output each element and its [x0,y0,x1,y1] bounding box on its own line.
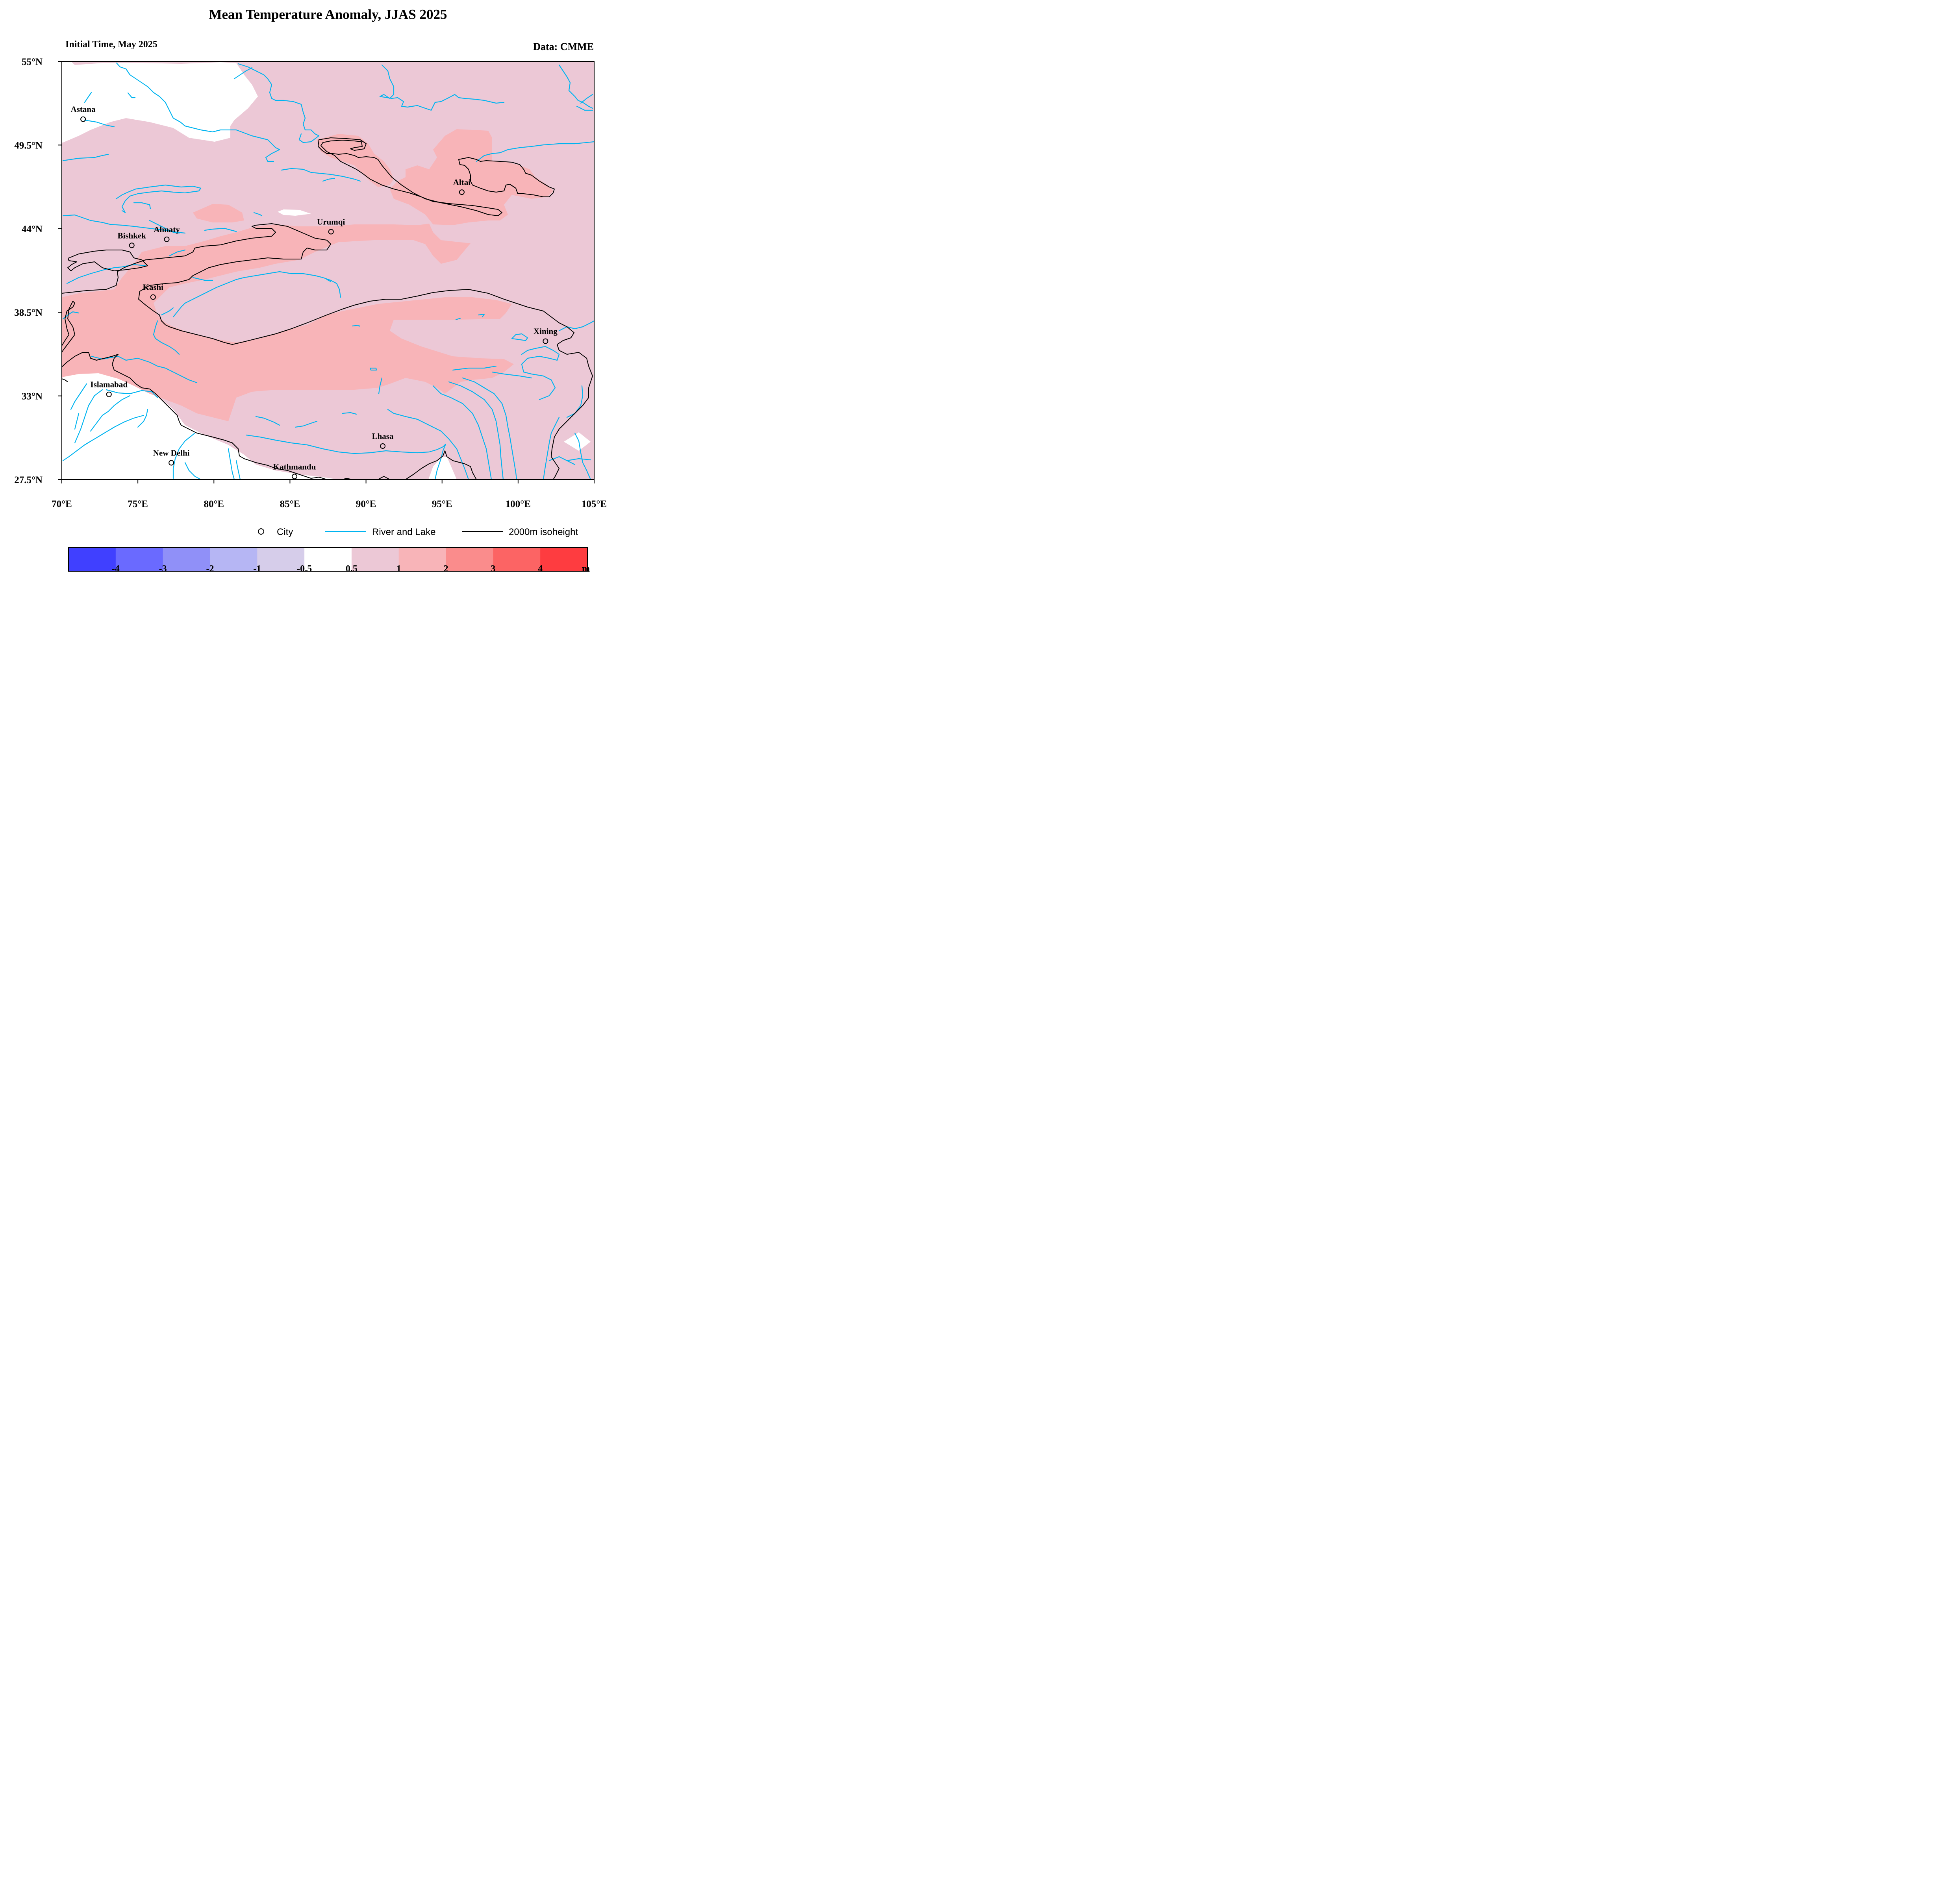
city-marker [80,116,86,122]
river-legend-label: River and Lake [372,527,435,537]
axis-ticks [58,61,595,483]
colorbar-segment [446,548,493,571]
x-tick-label: 85°E [280,499,300,509]
data-source-label: Data: CMME [533,41,594,52]
city-legend-label: City [277,527,293,537]
x-tick-label: 70°E [52,499,72,509]
colorbar-label: 2 [444,564,448,574]
colorbar-segment [398,548,446,571]
initial-time-label: Initial Time, May 2025 [65,39,157,50]
colorbar-label: -4 [112,564,120,574]
colorbar-segment [493,548,541,571]
x-tick-label: 105°E [582,499,607,509]
colorbar-segment [163,548,210,571]
map-figure: Mean Temperature Anomaly, JJAS 2025 Init… [14,7,607,574]
y-tick-label: 38.5°N [14,307,43,318]
isoheight-legend-label: 2000m isoheight [509,527,578,537]
city-marker [169,460,174,466]
city-marker [150,294,156,300]
city-legend-marker [258,528,264,535]
colorbar-label: 0.5 [346,564,358,574]
x-tick-labels: 70°E 75°E 80°E 85°E 90°E 95°E 100°E 105°E [52,499,607,509]
colorbar-segment [540,548,588,571]
city-marker [380,443,386,449]
city-marker [164,236,170,242]
city-marker [459,189,465,195]
city-label: Kashi [143,283,164,292]
colorbar: -4 -3 -2 -1 -0.5 0.5 1 2 3 4 [68,547,588,574]
city-marker [106,391,112,397]
colorbar-segment [351,548,399,571]
colorbar-label: -2 [206,564,214,574]
y-tick-label: 27.5°N [14,475,43,485]
city-label: Lhasa [372,431,394,441]
map-frame [61,61,595,480]
colorbar-segment [210,548,258,571]
colorbar-unit: m [582,564,590,574]
city-label: New Delhi [153,448,190,458]
y-tick-label: 49.5°N [14,140,43,151]
city-label: Altai [453,178,471,187]
city-marker [129,243,135,248]
city-marker [543,338,548,344]
x-tick-label: 95°E [432,499,452,509]
anomaly-field-below-05 [62,61,591,480]
colorbar-segment [304,548,352,571]
city-label: Bishkek [118,231,146,240]
colorbar-segment [257,548,305,571]
y-tick-label: 55°N [22,57,43,67]
colorbar-segment [115,548,163,571]
city-marker [292,474,298,480]
isoheight-2000m [62,137,593,480]
colorbar-label: 4 [538,564,543,574]
x-tick-label: 75°E [128,499,148,509]
city-marker [328,229,334,235]
city-label: Kathmandu [273,462,316,471]
city-label: Xining [534,327,558,336]
cities-layer: Astana Bishkek Almaty Urumqi Altai Kashi Xinin… [71,105,558,480]
y-tick-label: 44°N [22,224,43,235]
city-label: Urumqi [317,217,345,227]
colorbar-label: -3 [159,564,167,574]
city-label: Islamabad [90,380,128,389]
anomaly-field-1-2 [62,129,553,421]
colorbar-frame [68,547,588,572]
city-label: Almaty [154,225,180,234]
colorbar-label: 1 [396,564,401,574]
y-tick-label: 33°N [22,391,43,402]
plot-area [62,61,594,480]
colorbar-label: -1 [253,564,261,574]
colorbar-label: 3 [491,564,495,574]
y-tick-labels: 55°N 49.5°N 44°N 38.5°N 33°N 27.5°N [14,57,43,485]
colorbar-label: -0.5 [297,564,312,574]
map-title: Mean Temperature Anomaly, JJAS 2025 [209,7,447,22]
x-tick-label: 90°E [356,499,376,509]
city-label: Astana [71,105,96,114]
colorbar-segment [69,548,116,571]
x-tick-label: 100°E [506,499,531,509]
x-tick-label: 80°E [204,499,224,509]
map-legend: City River and Lake 2000m isoheight [258,527,578,537]
